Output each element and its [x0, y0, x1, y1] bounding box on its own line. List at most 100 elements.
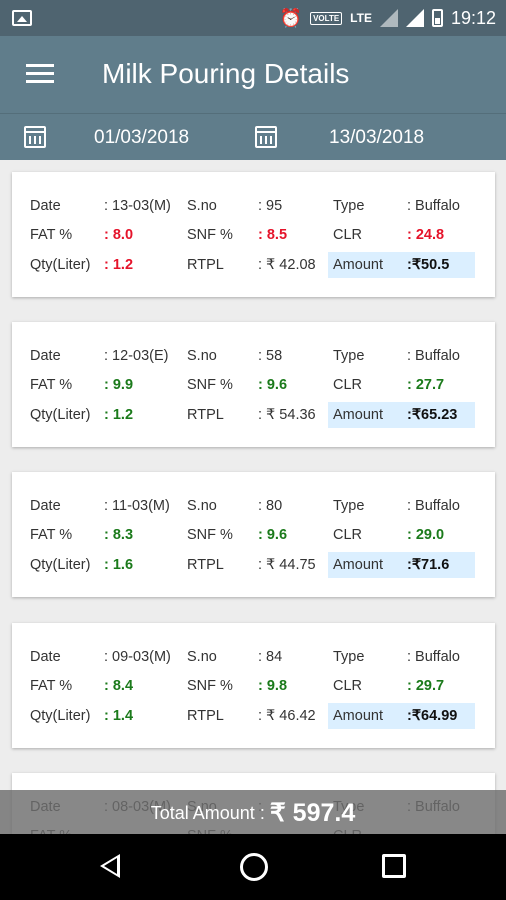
clr-value: : 27.7 [407, 377, 445, 393]
type-value: : Buffalo [407, 649, 460, 665]
fat-value: : 8.3 [104, 527, 134, 543]
type-label: Type [333, 348, 365, 364]
snf-value: : 8.5 [258, 227, 288, 243]
amount-highlight [328, 252, 475, 278]
rtpl-label: RTPL [187, 557, 224, 573]
date-label: Date [30, 649, 61, 665]
fat-label: FAT % [30, 227, 73, 243]
qty-value: : 1.2 [104, 257, 134, 273]
to-calendar-icon[interactable] [255, 126, 277, 148]
clr-value: : 29.7 [407, 678, 445, 694]
amount-value: :₹64.99 [407, 708, 458, 724]
rtpl-label: RTPL [187, 257, 224, 273]
from-date[interactable]: 01/03/2018 [94, 127, 190, 148]
amount-highlight [328, 552, 475, 578]
gallery-notification-icon [12, 10, 32, 26]
qty-value: : 1.2 [104, 407, 134, 423]
menu-icon[interactable] [26, 64, 54, 84]
rtpl-value: : ₹ 46.42 [258, 708, 316, 724]
status-icons: ⏰ VOLTE LTE 19:12 [280, 0, 496, 36]
clr-label: CLR [333, 527, 363, 543]
battery-icon [431, 9, 443, 27]
navigation-bar [0, 834, 506, 900]
qty-value: : 1.6 [104, 557, 134, 573]
clr-label: CLR [333, 678, 363, 694]
amount-value: :₹50.5 [407, 257, 450, 273]
snf-value: : 9.8 [258, 678, 288, 694]
to-date[interactable]: 13/03/2018 [329, 127, 425, 148]
fat-value: : 9.9 [104, 377, 134, 393]
record-row: Qty(Liter) : 1.2 RTPL : ₹ 54.36 Amount :₹65.2… [12, 402, 495, 428]
clr-value: : 29.0 [407, 527, 445, 543]
volte-badge: VOLTE [310, 11, 343, 25]
snf-value: : 9.6 [258, 527, 288, 543]
qty-value: : 1.4 [104, 708, 134, 724]
sno-value: : 95 [258, 198, 283, 214]
rtpl-value: : ₹ 54.36 [258, 407, 316, 423]
back-icon[interactable] [100, 854, 120, 878]
snf-label: SNF % [187, 678, 233, 694]
record-row: Qty(Liter): 1.6 RTPL: ₹ 44.75 Amount:₹71.6 [12, 552, 495, 578]
fat-value: : 8.4 [104, 678, 134, 694]
record-card[interactable]: Date : 11-03(M) S.no : 80 Type : Buffalo FAT %… [12, 472, 495, 597]
amount-value: :₹71.6 [407, 557, 450, 573]
record-card[interactable]: Date: 13-03(M) S.no: 95 Type: Buffalo FAT %… [12, 172, 495, 297]
amount-highlight [328, 703, 475, 729]
type-label: Type [333, 649, 365, 665]
snf-value: : 9.6 [258, 377, 288, 393]
rtpl-value: : ₹ 44.75 [258, 557, 316, 573]
date-value: : 09-03(M) [104, 649, 171, 665]
qty-label: Qty(Liter) [30, 407, 91, 423]
date-label: Date [30, 498, 61, 514]
date-value: : 11-03(M) [104, 498, 170, 514]
rtpl-label: RTPL [187, 407, 224, 423]
record-row: Date: 12-03(E) S.no: 58 Type: Buffalo [12, 343, 495, 369]
qty-label: Qty(Liter) [30, 257, 91, 273]
fat-label: FAT % [30, 678, 73, 694]
date-value: : 13-03(M) [104, 198, 171, 214]
snf-label: SNF % [187, 227, 233, 243]
record-row: FAT % : 8.4 SNF % : 9.8 CLR : 29.7 [12, 673, 495, 699]
home-icon[interactable] [240, 853, 268, 881]
record-row: FAT %: 9.9 SNF %: 9.6 CLR: 27.7 [12, 372, 495, 398]
total-label: Total Amount : [150, 803, 270, 823]
record-row: FAT % : 8.3 SNF % : 9.6 CLR : 29.0 [12, 522, 495, 548]
type-value: : Buffalo [407, 498, 460, 514]
amount-label: Amount [333, 407, 383, 423]
record-card[interactable]: Date: 12-03(E) S.no: 58 Type: Buffalo FAT %… [12, 322, 495, 447]
record-row: Qty(Liter): 1.4 RTPL: ₹ 46.42 Amount:₹64.9… [12, 703, 495, 729]
sno-value: : 80 [258, 498, 283, 514]
record-row: Date : 09-03(M) S.no : 84 Type : Buffalo [12, 644, 495, 670]
record-row: FAT % : 8.0 SNF % : 8.5 CLR : 24.8 [12, 222, 495, 248]
type-label: Type [333, 498, 365, 514]
amount-value: :₹65.23 [407, 407, 458, 423]
type-value: : Buffalo [407, 198, 460, 214]
clr-value: : 24.8 [407, 227, 445, 243]
snf-label: SNF % [187, 377, 233, 393]
record-row: Qty(Liter): 1.2 RTPL: ₹ 42.08 Amount:₹50.5 [12, 252, 495, 278]
sno-value: : 84 [258, 649, 283, 665]
total-amount-bar: Total Amount : ₹ 597.4 [0, 790, 506, 834]
alarm-icon: ⏰ [279, 7, 303, 28]
date-label: Date [30, 198, 61, 214]
snf-label: SNF % [187, 527, 233, 543]
record-card[interactable]: Date : 09-03(M) S.no : 84 Type : Buffalo FAT %… [12, 623, 495, 748]
sno-value: : 58 [258, 348, 283, 364]
sno-label: S.no [187, 649, 217, 665]
date-filter-bar: 01/03/2018 13/03/2018 [0, 113, 506, 160]
sno-label: S.no [187, 198, 217, 214]
total-value: ₹ 597.4 [269, 799, 356, 827]
from-calendar-icon[interactable] [24, 126, 46, 148]
records-list[interactable]: Date : 13-03(M) S.no : 95 Type : Buffalo FAT %… [0, 160, 506, 834]
lte-label: LTE [350, 11, 372, 25]
amount-highlight [328, 402, 475, 428]
qty-label: Qty(Liter) [30, 557, 91, 573]
record-row: Date: 13-03(M) S.no: 95 Type: Buffalo [12, 193, 495, 219]
clr-label: CLR [333, 227, 363, 243]
recent-apps-icon[interactable] [382, 854, 406, 878]
amount-label: Amount [333, 708, 383, 724]
fat-value: : 8.0 [104, 227, 134, 243]
sno-label: S.no [187, 498, 217, 514]
fat-label: FAT % [30, 527, 73, 543]
record-row: Date : 11-03(M) S.no : 80 Type : Buffalo [12, 493, 495, 519]
